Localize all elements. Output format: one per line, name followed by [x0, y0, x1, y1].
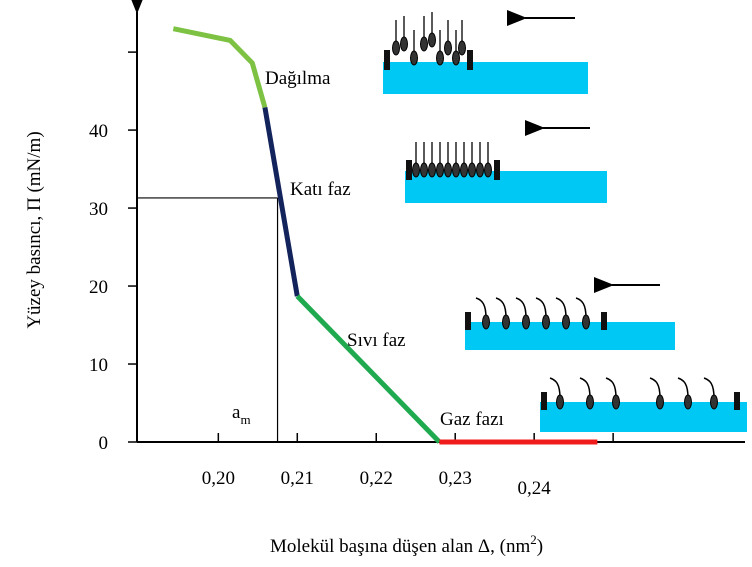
- phase-label: Gaz fazı: [440, 409, 504, 430]
- y-tick-label: 0: [99, 433, 109, 454]
- x-tick-label: 0,22: [360, 468, 393, 489]
- y-tick-label: 10: [89, 355, 108, 376]
- phase-label: Katı faz: [290, 179, 351, 200]
- x-tick-label: 0,21: [281, 468, 314, 489]
- y-tick-label: 30: [89, 199, 108, 220]
- x-tick-label: 0,23: [439, 468, 472, 489]
- reference-label: am: [232, 402, 251, 427]
- curve-segment: [262, 107, 300, 297]
- curve-segment: [172, 26, 268, 109]
- x-axis-label: Molekül başına düşen alan Δ, (nm2): [270, 532, 543, 557]
- phase-label: Sıvı faz: [347, 330, 406, 351]
- phase-label: Dağılma: [265, 68, 331, 89]
- y-tick-label: 40: [89, 121, 108, 142]
- curve-segment: [295, 294, 442, 444]
- x-tick-label: 0,24: [518, 478, 552, 499]
- schematics: [383, 10, 747, 432]
- x-tick-label: 0,20: [202, 468, 235, 489]
- y-axis-label: Yüzey basıncı, Π (mN/m): [24, 131, 45, 328]
- y-tick-label: 20: [89, 277, 108, 298]
